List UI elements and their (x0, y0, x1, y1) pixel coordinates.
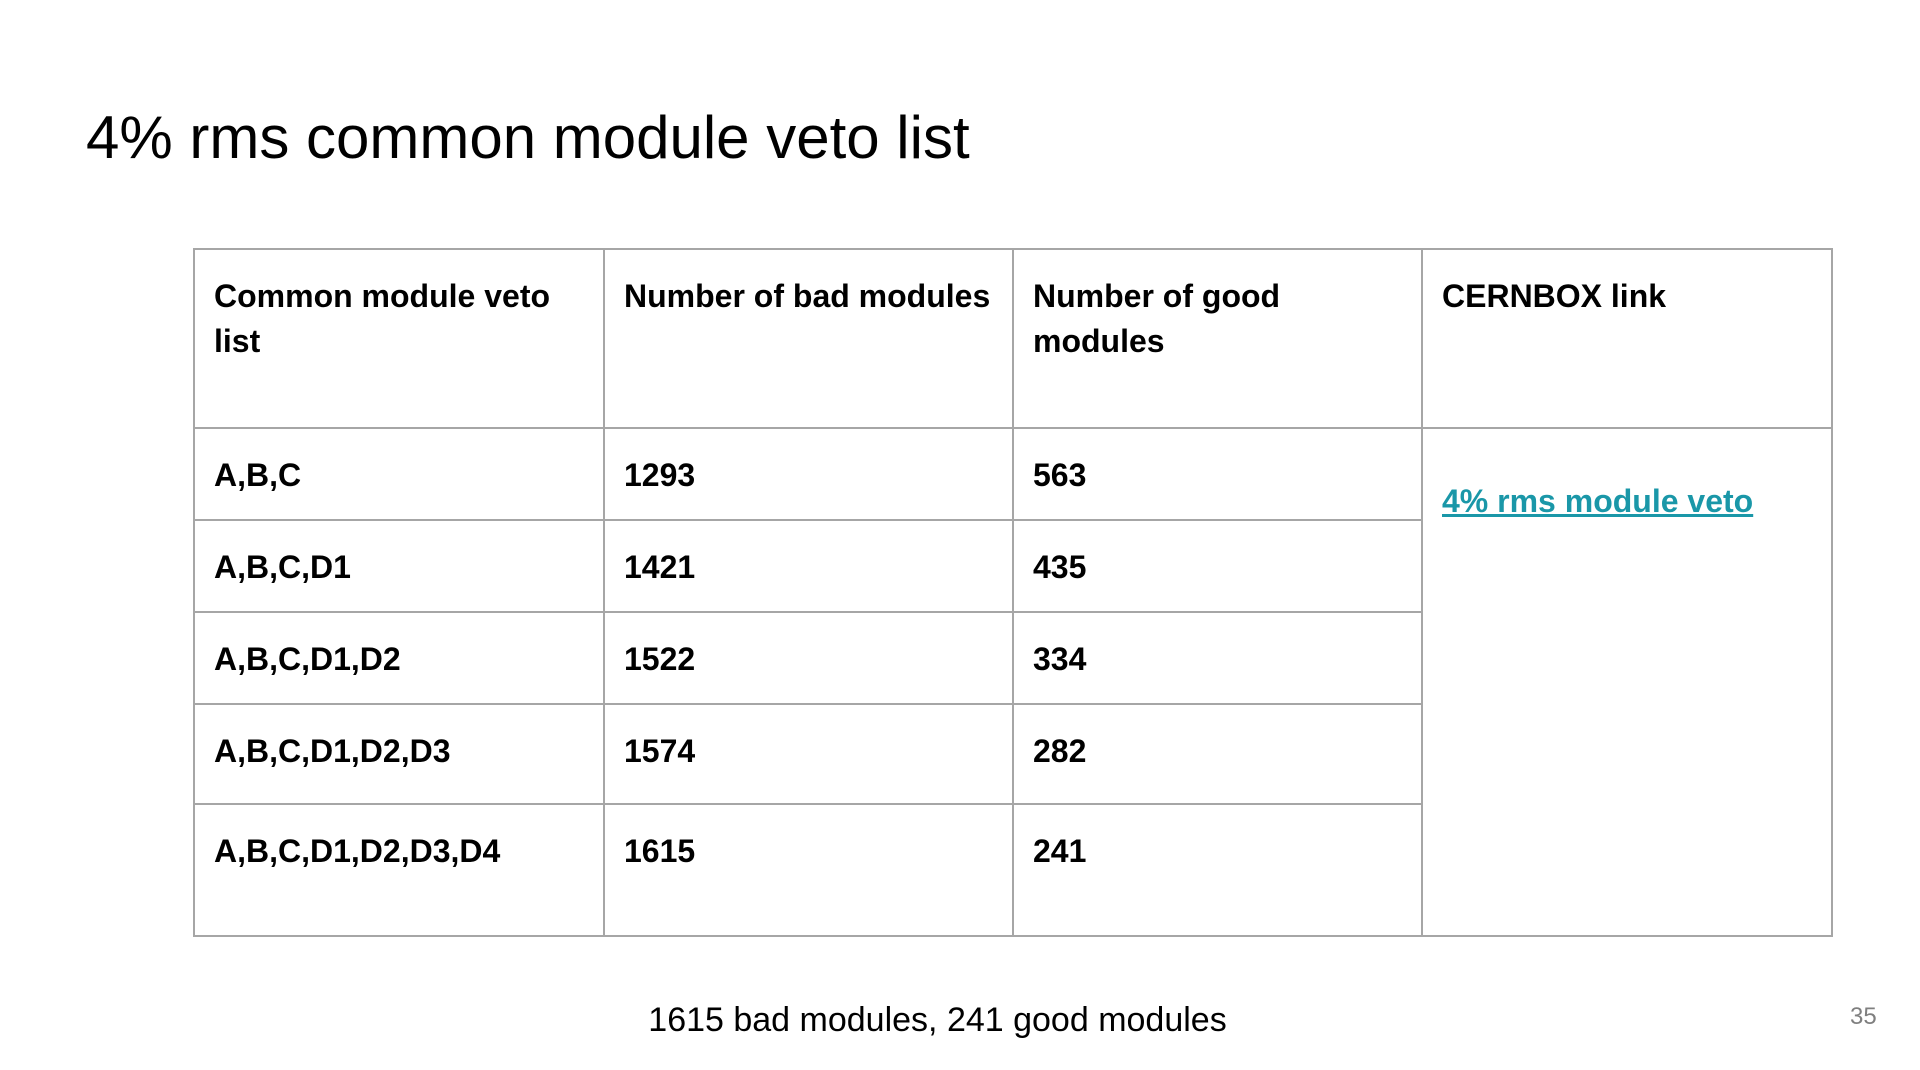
header-cernbox-link: CERNBOX link (1421, 248, 1833, 429)
cell-veto-list: A,B,C,D1,D2,D3 (193, 703, 605, 805)
table-row: A,B,C,D1 1421 435 (193, 519, 1832, 613)
cell-good-modules: 563 (1012, 427, 1423, 521)
table-row: A,B,C 1293 563 4% rms module veto (193, 427, 1833, 937)
cell-bad-modules: 1574 (603, 703, 1014, 805)
cell-veto-list: A,B,C (193, 427, 605, 521)
page-number: 35 (1850, 1003, 1877, 1030)
cell-good-modules: 241 (1012, 803, 1423, 937)
slide-title: 4% rms common module veto list (86, 104, 970, 171)
header-veto-list: Common module veto list (193, 248, 605, 429)
summary-text: 1615 bad modules, 241 good modules (648, 1001, 1227, 1039)
cernbox-link[interactable]: 4% rms module veto (1442, 483, 1754, 519)
table-row: A,B,C,D1,D2,D3,D4 1615 241 (193, 803, 1832, 937)
cell-good-modules: 282 (1012, 703, 1423, 805)
cell-cernbox-link: 4% rms module veto (1421, 427, 1833, 937)
cell-good-modules: 435 (1012, 519, 1423, 613)
cell-bad-modules: 1615 (603, 803, 1014, 937)
header-bad-modules: Number of bad modules (603, 248, 1014, 429)
cell-bad-modules: 1293 (603, 427, 1014, 521)
cell-veto-list: A,B,C,D1 (193, 519, 605, 613)
cell-bad-modules: 1522 (603, 611, 1014, 705)
header-good-modules: Number of good modules (1012, 248, 1423, 429)
cell-veto-list: A,B,C,D1,D2 (193, 611, 605, 705)
table-header-row: Common module veto list Number of bad mo… (193, 248, 1833, 429)
cell-bad-modules: 1421 (603, 519, 1014, 613)
table-row: A,B,C,D1,D2 1522 334 (193, 611, 1832, 705)
veto-table: Common module veto list Number of bad mo… (193, 248, 1833, 937)
cell-good-modules: 334 (1012, 611, 1423, 705)
cell-veto-list: A,B,C,D1,D2,D3,D4 (193, 803, 605, 937)
table-row: A,B,C,D1,D2,D3 1574 282 (193, 703, 1832, 805)
